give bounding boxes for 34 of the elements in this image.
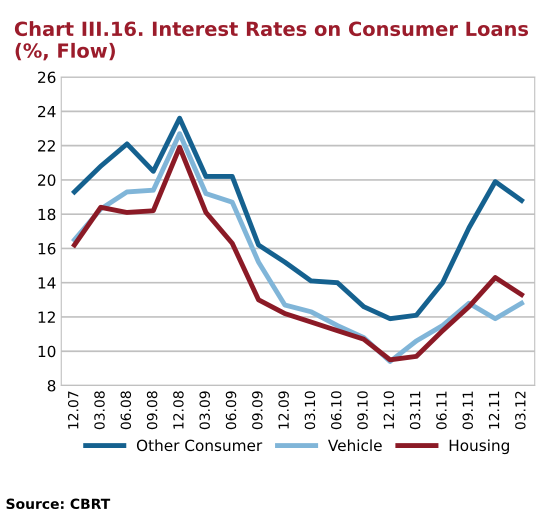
y-tick-label: 26 [38, 72, 56, 84]
y-tick-label: 14 [38, 277, 56, 289]
y-tick-label: 20 [38, 174, 56, 186]
line-series [72, 116, 524, 322]
y-tick-label: 16 [38, 242, 56, 254]
y-tick-label: 8 [48, 380, 56, 392]
legend-label: Other Consumer [136, 439, 262, 452]
x-tick-label: 03.11 [410, 392, 420, 430]
legend-label: Housing [450, 439, 509, 454]
chart-title: Chart III.16. Interest Rates on Consumer Loans (%, Flow) [14, 21, 528, 60]
source-note: Source: CBRT [6, 498, 110, 510]
y-tick-label: 24 [38, 106, 56, 118]
x-tick-label: 12.09 [278, 391, 289, 429]
y-tick-label: 12 [38, 311, 55, 323]
x-tick-label: 09.10 [357, 391, 368, 430]
x-tick-label: 03.09 [199, 391, 210, 430]
x-tick-label: 06.10 [330, 391, 342, 430]
x-tick-label: 03.10 [304, 391, 316, 430]
x-tick-label: 06.11 [436, 392, 447, 430]
x-tick-label: 03.12 [515, 392, 526, 430]
y-tick-label: 10 [38, 346, 56, 358]
x-tick-label: 12.08 [173, 391, 184, 429]
y-tick-label: 22 [38, 140, 55, 152]
x-tick-label: 09.08 [146, 391, 158, 430]
x-tick-label: 09.11 [462, 392, 473, 430]
x-tick-label: 12.07 [68, 392, 78, 429]
x-tick-label: 03.08 [94, 391, 105, 430]
x-tick-label: 06.09 [226, 391, 236, 430]
x-tick-label: 12.11 [488, 392, 500, 429]
x-tick-label: 09.09 [252, 391, 263, 430]
legend-label: Vehicle [328, 439, 382, 452]
x-tick-label: 12.10 [384, 391, 394, 429]
x-tick-label: 06.08 [120, 391, 132, 430]
y-tick-label: 18 [38, 208, 56, 220]
